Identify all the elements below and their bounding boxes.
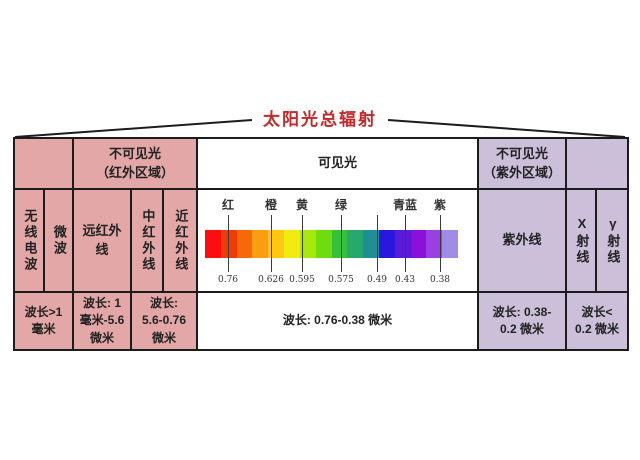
spectrum-color-segment bbox=[299, 230, 316, 258]
spectrum-color-segment bbox=[378, 230, 395, 258]
spectrum-color-segment bbox=[426, 230, 443, 258]
spectrum-bar bbox=[205, 230, 458, 258]
color-name-label: 红 bbox=[221, 198, 235, 212]
wavelength-mid-near-infrared: 波长: 5.6-0.76 微米 bbox=[131, 292, 197, 350]
wavelength-value: 0.76 bbox=[217, 275, 239, 285]
wavelength-value: 0.575 bbox=[328, 275, 354, 285]
spectrum-color-segment bbox=[315, 230, 332, 258]
band-near-infrared: 近红外线 bbox=[163, 189, 197, 292]
band-mid-infrared: 中红外线 bbox=[131, 189, 163, 292]
spectrum-color-segment bbox=[331, 230, 348, 258]
band-gamma-ray: γ射线 bbox=[596, 189, 628, 292]
wavelength-value: 0.626 bbox=[258, 275, 284, 285]
wavelength-value: 0.49 bbox=[366, 275, 388, 285]
band-x-ray: X射线 bbox=[566, 189, 596, 292]
spectrum-color-segment bbox=[347, 230, 364, 258]
wavelength-visible: 波长: 0.76-0.38 微米 bbox=[197, 292, 478, 350]
color-name-label: 青蓝 bbox=[392, 198, 418, 212]
band-microwave: 微波 bbox=[44, 189, 73, 292]
spectrum-color-segment bbox=[442, 230, 458, 258]
spectrum-color-segment bbox=[363, 230, 379, 258]
spectrum-color-segment bbox=[284, 230, 300, 258]
header-visible-light: 可见光 bbox=[197, 138, 478, 189]
color-name-label: 紫 bbox=[433, 198, 447, 212]
tick-line bbox=[440, 215, 441, 272]
header-cell-empty-right bbox=[566, 138, 628, 189]
spectrum-ticks: 红 0.76 橙 0.626 黄 0.595 绿 0.575 0.49 青蓝 0.43 紫 0.38 bbox=[198, 190, 477, 291]
tick-line bbox=[228, 215, 229, 272]
spectrum-color-segment bbox=[410, 230, 427, 258]
spectrum-color-segment bbox=[394, 230, 411, 258]
band-radio-wave: 无线电波 bbox=[14, 189, 44, 292]
tick-line bbox=[302, 215, 303, 272]
header-invisible-infrared: 不可见光 （红外区域） bbox=[73, 138, 197, 189]
spectrum-color-segment bbox=[236, 230, 253, 258]
roof-line-right bbox=[387, 119, 626, 138]
wavelength-far-infrared: 波长: 1 毫米-5.6 微米 bbox=[73, 292, 131, 350]
wavelength-ultraviolet: 波长: 0.38- 0.2 微米 bbox=[478, 292, 566, 350]
spectrum-color-segment bbox=[205, 230, 221, 258]
spectrum-color-segment bbox=[252, 230, 269, 258]
wavelength-value: 0.38 bbox=[429, 275, 451, 285]
color-name-label: 橙 bbox=[264, 198, 278, 212]
page-title: 太阳光总辐射 bbox=[263, 110, 377, 129]
visible-spectrum-cell: 红 0.76 橙 0.626 黄 0.595 绿 0.575 0.49 青蓝 0.43 紫 0.38 bbox=[197, 189, 478, 292]
wavelength-x-gamma: 波长< 0.2 微米 bbox=[566, 292, 628, 350]
color-name-label: 黄 bbox=[295, 198, 309, 212]
wavelength-radio-micro: 波长>1 毫米 bbox=[14, 292, 73, 350]
color-name-label: 绿 bbox=[334, 198, 348, 212]
header-invisible-ultraviolet: 不可见光 （紫外区域） bbox=[478, 138, 566, 189]
spectrum-color-segment bbox=[268, 230, 285, 258]
spectrum-table: 不可见光 （红外区域） 可见光 不可见光 （紫外区域） 无线电波 微波 远红外 … bbox=[13, 137, 629, 351]
tick-line bbox=[405, 215, 406, 272]
roof-lines bbox=[14, 119, 626, 138]
tick-line bbox=[341, 215, 342, 272]
tick-line bbox=[271, 215, 272, 272]
band-far-infrared: 远红外 线 bbox=[73, 189, 131, 292]
wavelength-value: 0.43 bbox=[394, 275, 416, 285]
header-cell-empty-left bbox=[14, 138, 73, 189]
roof-line-left bbox=[14, 119, 253, 138]
wavelength-value: 0.595 bbox=[289, 275, 315, 285]
tick-line bbox=[377, 215, 378, 272]
band-ultraviolet: 紫外线 bbox=[478, 189, 566, 292]
